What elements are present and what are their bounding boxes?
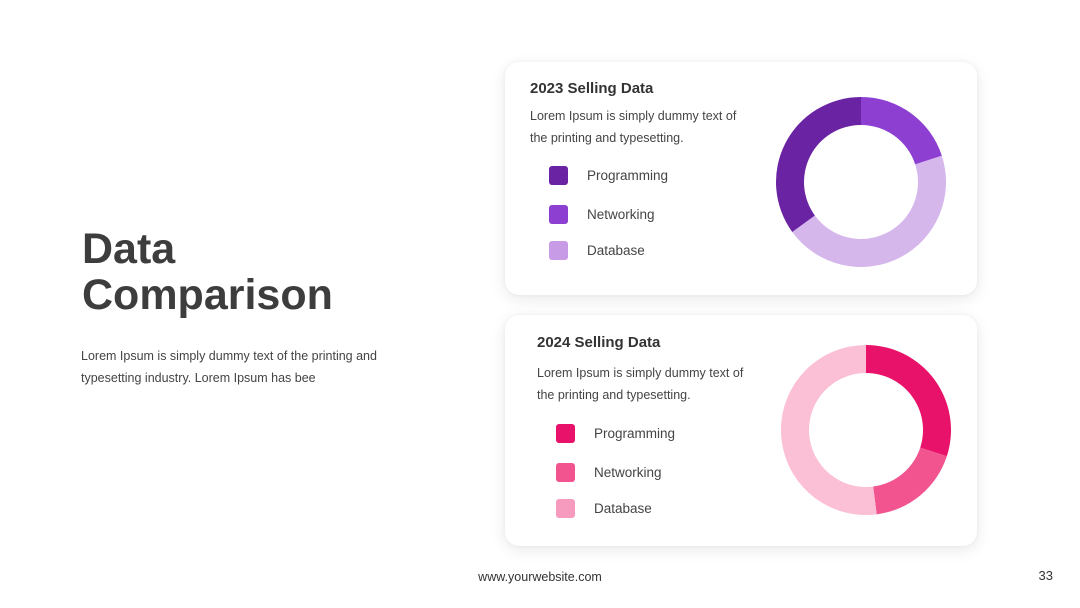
slide-title-line-1: Data [82, 225, 176, 273]
legend-swatch [549, 205, 568, 224]
legend-item-database: Database [556, 499, 652, 518]
legend-label: Programming [594, 426, 676, 441]
donut-slice-database [792, 155, 946, 267]
card-2024: 2024 Selling Data Lorem Ipsum is simply … [505, 315, 977, 546]
legend-item-programming: Programming [556, 424, 675, 443]
legend-label: Networking [587, 207, 655, 222]
legend-label: Database [587, 243, 645, 258]
legend-item-networking: Networking [556, 463, 662, 482]
legend-swatch [549, 241, 568, 260]
donut-slice-programming [776, 97, 861, 232]
slide-title-line-2: Comparison [82, 271, 333, 319]
legend-label: Networking [594, 465, 662, 480]
legend-swatch [556, 463, 575, 482]
slide-description: Lorem Ipsum is simply dummy text of the … [81, 349, 377, 385]
legend-item-database: Database [549, 241, 645, 260]
legend-swatch [556, 499, 575, 518]
legend-item-networking: Networking [549, 205, 655, 224]
donut-slice-programming [866, 345, 951, 457]
donut-slice-networking [861, 97, 942, 165]
card-text: Lorem Ipsum is simply dummy text of the … [530, 109, 737, 145]
slide-title: Data Comparison [82, 226, 333, 318]
card-title: 2023 Selling Data [530, 80, 654, 97]
donut-chart-2023 [776, 97, 946, 267]
legend-label: Programming [587, 168, 669, 183]
donut-slice-database [780, 345, 877, 515]
legend-swatch [556, 424, 575, 443]
page-number: 33 [1038, 568, 1053, 583]
legend-swatch [549, 166, 568, 185]
card-text: Lorem Ipsum is simply dummy text of the … [537, 366, 744, 402]
legend-item-programming: Programming [549, 166, 668, 185]
website-url[interactable]: www.yourwebsite.com [478, 570, 602, 584]
card-title: 2024 Selling Data [537, 334, 661, 351]
donut-chart-2024 [780, 345, 951, 515]
card-2023: 2023 Selling Data Lorem Ipsum is simply … [505, 62, 977, 295]
donut-slice-networking [873, 447, 947, 515]
legend-label: Database [594, 501, 652, 516]
